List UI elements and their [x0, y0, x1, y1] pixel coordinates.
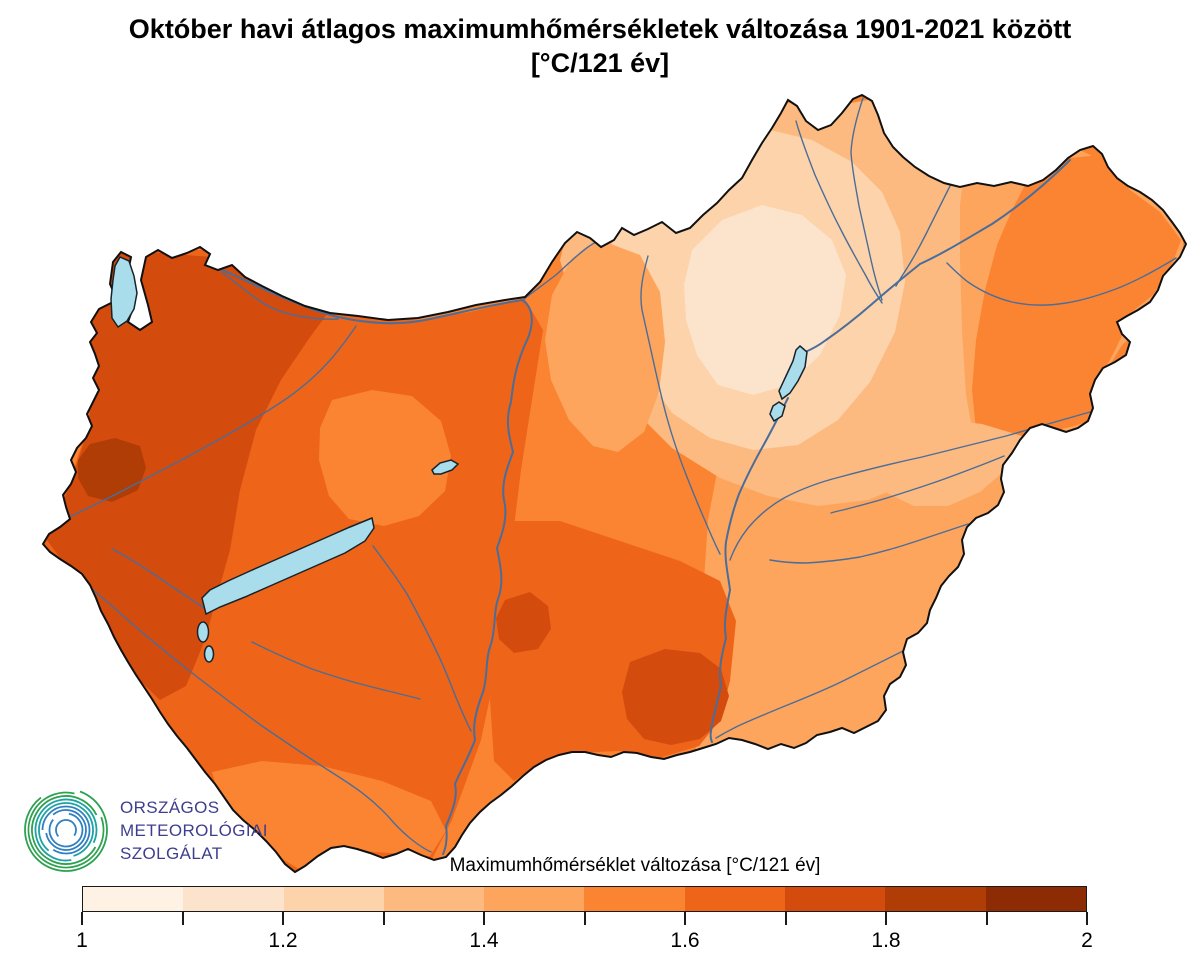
- river-koros-north: [729, 411, 1091, 561]
- map-title: Október havi átlagos maximumhőmérséklete…: [0, 12, 1200, 80]
- region-west-dark-1p7-1p8: [47, 248, 330, 700]
- colorbar-tick: [885, 912, 887, 925]
- river-tisza-upper: [804, 159, 1071, 353]
- colorbar-labels: 1 1.2 1.4 1.6 1.8 2: [76, 912, 1093, 952]
- colorbar-ticks: [81, 912, 1088, 926]
- river-danube: [217, 267, 533, 855]
- colorbar-segment-5: [484, 887, 585, 911]
- colorbar-tick: [382, 912, 385, 925]
- colorbar-tick-label: 1.4: [469, 929, 499, 952]
- colorbar-segment-7: [684, 887, 786, 911]
- colorbar-tick: [985, 912, 988, 925]
- lakes: [110, 256, 808, 663]
- colorbar-tick: [483, 912, 485, 925]
- region-ne-corner-core-1p5-1p6: [972, 155, 1181, 468]
- omsz-logo-line3: SZOLGÁLAT: [120, 843, 223, 863]
- colorbar-tick-label: 1: [76, 929, 88, 952]
- river-bodrog: [895, 185, 951, 287]
- river-koros-middle: [830, 455, 1005, 514]
- river-sajo: [795, 120, 883, 304]
- river-szamos: [946, 257, 1177, 306]
- region-south-border-lighter-strip: [212, 761, 446, 869]
- colorbar-tick: [181, 912, 184, 925]
- colorbar-segment-10: [985, 887, 1086, 911]
- colorbar-segment-9: [885, 887, 986, 911]
- river-drava: [62, 564, 432, 853]
- omsz-logo: ORSZÁGOS METEOROLÓGIAI SZOLGÁLAT: [22, 786, 268, 874]
- river-tisza-lower: [709, 397, 789, 743]
- colorbar-title: Maximumhőmérséklet változása [°C/121 év]: [449, 855, 821, 876]
- river-koros-south: [769, 523, 969, 564]
- omsz-logo-line1: ORSZÁGOS: [120, 797, 220, 817]
- river-zagyva: [640, 255, 721, 555]
- colorbar-tick: [583, 912, 586, 925]
- region-west-darkest-1p8-1p9: [78, 438, 146, 502]
- colorbar-tick: [684, 912, 686, 925]
- colorbar-tick-label: 1.8: [871, 929, 901, 952]
- colorbar-segment-8: [785, 887, 886, 911]
- river-sio: [372, 545, 472, 732]
- lake-kis-balaton-1: [196, 621, 210, 643]
- region-se-light-patch-1: [868, 418, 1022, 506]
- region-south-dark-patch-2: [622, 649, 729, 745]
- omsz-logo-spiral-icon: [24, 788, 108, 872]
- lake-velence: [431, 459, 460, 475]
- omsz-logo-line2: METEOROLÓGIAI: [120, 820, 268, 840]
- colorbar-segment-6: [584, 887, 685, 911]
- region-south-dark-patch-1: [496, 592, 551, 653]
- colorbar-tick-label: 1.6: [670, 929, 700, 952]
- omsz-logo-text: ORSZÁGOS METEOROLÓGIAI SZOLGÁLAT: [120, 796, 268, 865]
- river-maros: [715, 649, 906, 739]
- lake-ferto: [110, 256, 138, 329]
- river-hernad: [850, 97, 883, 301]
- lake-tisza-fragment: [769, 401, 786, 423]
- map-title-line2: [°C/121 év]: [530, 48, 670, 78]
- hungary-country-border: [41, 93, 1188, 874]
- colorbar-tick: [1086, 912, 1088, 925]
- river-kapos: [251, 641, 421, 700]
- colorbar: [82, 886, 1087, 912]
- colorbar-segment-1: [83, 887, 184, 911]
- river-raba: [57, 325, 357, 523]
- map-title-line1: Október havi átlagos maximumhőmérséklete…: [128, 14, 1072, 44]
- colorbar-segment-3: [283, 887, 384, 911]
- region-northeast-lightest-1p1-1p2: [684, 205, 846, 395]
- colorbar-tick: [81, 912, 83, 925]
- lake-balaton: [201, 516, 375, 616]
- region-se-light-patch-2: [1085, 517, 1149, 563]
- lake-kis-balaton-2: [203, 645, 215, 663]
- region-mid-transdanubia-lighter-blob: [319, 390, 451, 526]
- colorbar-segment-4: [383, 887, 485, 911]
- colorbar-tick: [784, 912, 787, 925]
- rivers: [57, 97, 1177, 855]
- river-mosoni-danube: [221, 271, 339, 320]
- region-north-highlands-1p4-1p5: [545, 240, 665, 452]
- colorbar-tick: [282, 912, 284, 925]
- colorbar-segment-2: [183, 887, 284, 911]
- colorbar-tick-label: 2: [1081, 929, 1093, 952]
- colorbar-tick-label: 1.2: [268, 929, 298, 952]
- river-zala: [111, 548, 205, 609]
- lake-tisza: [778, 344, 808, 401]
